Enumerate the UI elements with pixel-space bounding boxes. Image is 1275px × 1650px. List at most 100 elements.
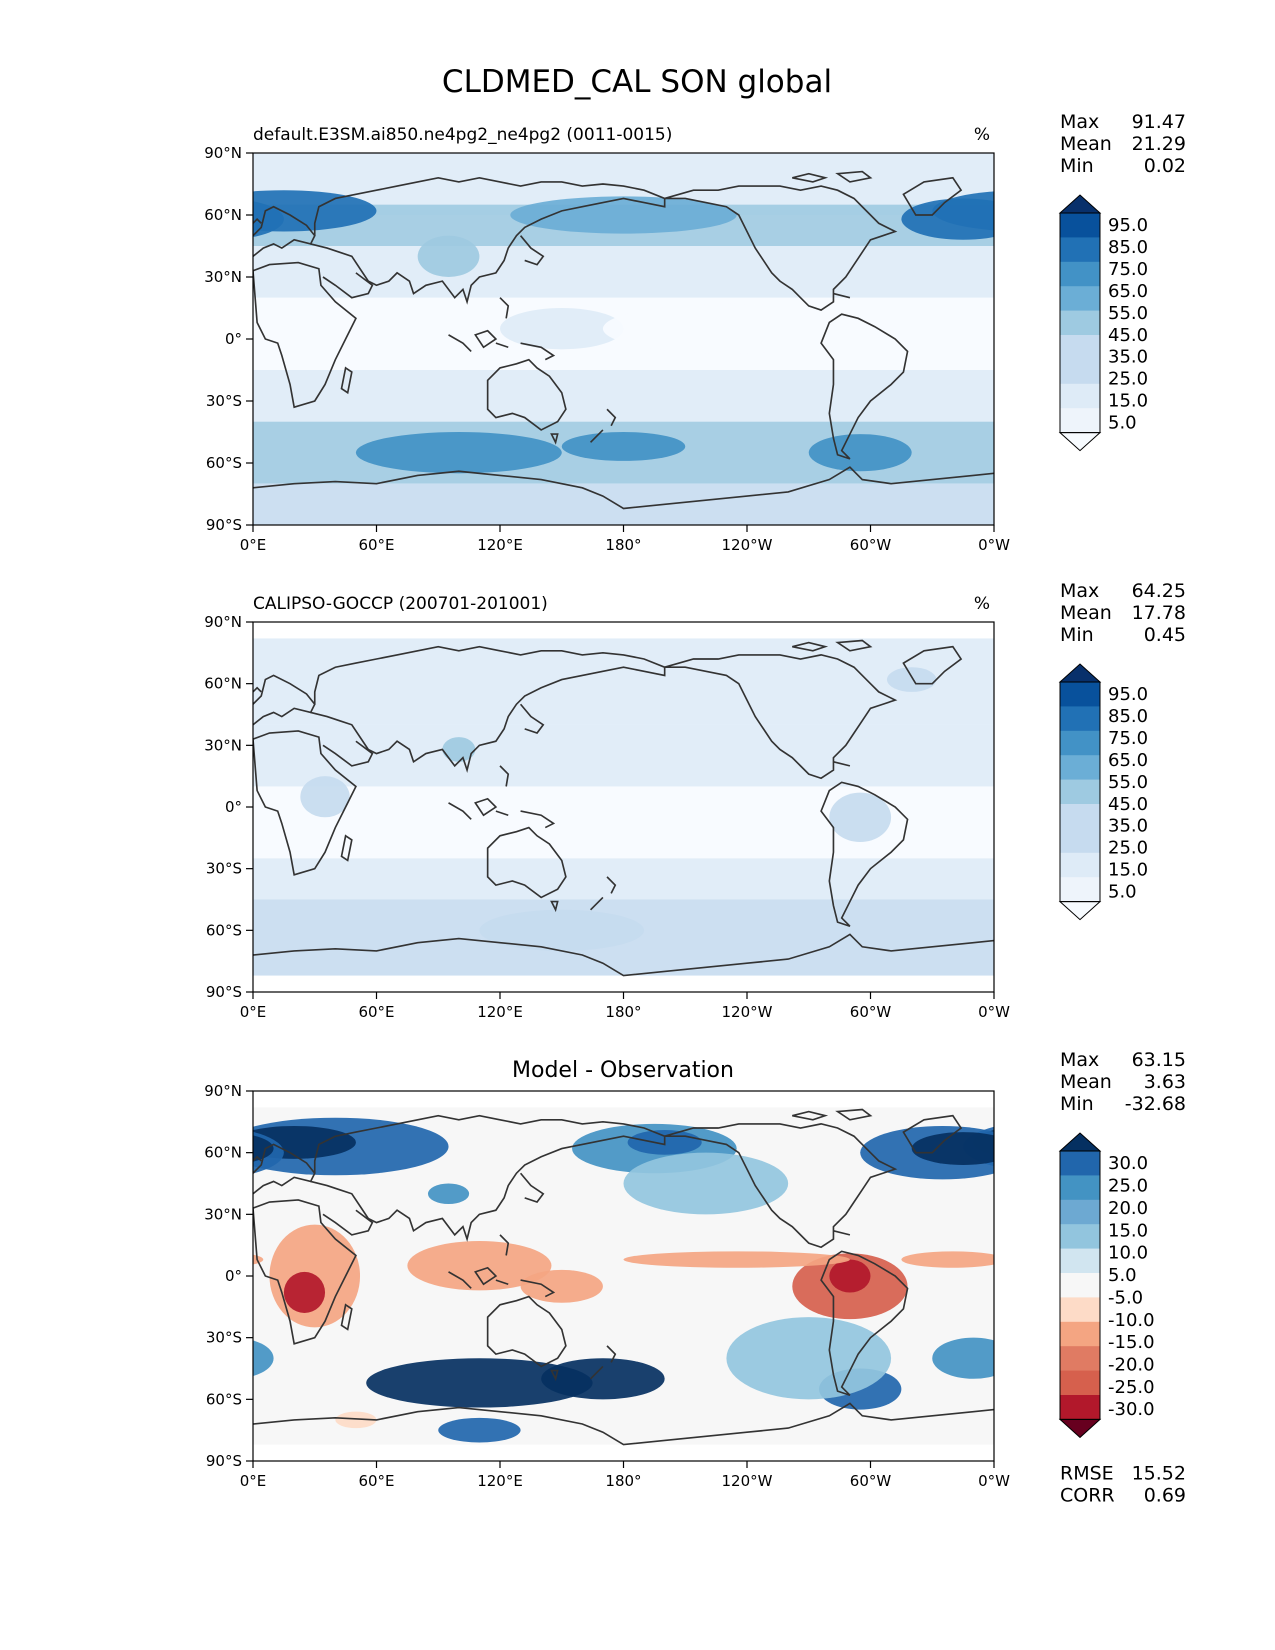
colorbar-tick-label: 5.0 <box>1108 882 1137 903</box>
lat-tick-label: 30°N <box>204 1205 242 1223</box>
metric-value: 0.69 <box>1144 1484 1186 1506</box>
lon-tick-label: 0°W <box>978 1003 1010 1021</box>
colorbar-extend-max <box>1058 194 1102 214</box>
lon-tick-label: 0°E <box>240 536 267 554</box>
colorbar-tick-label: 5.0 <box>1108 1265 1137 1286</box>
stat-value: -32.68 <box>1125 1093 1186 1115</box>
lon-axis: 0°E 60°E 120°E 180° 120°W 60°W 0°W <box>240 1461 1010 1490</box>
lon-tick-label: 120°W <box>722 536 773 554</box>
colorbar-band <box>1060 730 1100 756</box>
colorbar-band <box>1060 213 1100 238</box>
colorbar-band <box>1060 383 1100 409</box>
colorbar-tick-label: 35.0 <box>1108 347 1148 368</box>
colorbar-extend-max <box>1058 663 1102 683</box>
lat-tick-label: 0° <box>225 1267 242 1285</box>
lon-tick-label: 60°W <box>850 1472 892 1490</box>
colorbar-tick-label: -30.0 <box>1108 1399 1155 1420</box>
field-cell <box>510 196 737 234</box>
lat-tick-label: 90°S <box>206 516 242 534</box>
stat-label: Mean <box>1060 1071 1112 1093</box>
lat-band <box>253 246 994 298</box>
field-cell <box>520 1269 603 1303</box>
colorbar-tick-label: 15.0 <box>1108 391 1148 412</box>
colorbar-band <box>1060 1199 1100 1225</box>
panel-title: CALIPSO-GOCCP (200701-201001) <box>253 594 548 614</box>
lon-tick-label: 60°W <box>850 536 892 554</box>
colorbar-extend-min <box>1058 901 1102 921</box>
lat-tick-label: 30°S <box>206 1329 242 1347</box>
field-cell <box>283 1271 326 1313</box>
colorbar: 95.085.075.065.055.045.035.025.015.05.0 <box>1058 194 1148 452</box>
lon-tick-label: 60°E <box>358 1472 394 1490</box>
lat-tick-label: 90°N <box>204 1082 242 1100</box>
lat-tick-label: 30°N <box>204 268 242 286</box>
field-cell <box>438 1417 521 1443</box>
colorbar-band <box>1060 804 1100 829</box>
model-panel: default.E3SM.ai850.ne4pg2_ne4pg2 (0011-0… <box>204 111 1186 554</box>
metric-label: CORR <box>1060 1484 1115 1506</box>
lat-tick-label: 30°S <box>206 392 242 410</box>
colorbar-tick-label: 85.0 <box>1108 706 1148 727</box>
colorbar-band <box>1060 1346 1100 1372</box>
stat-label: Max <box>1060 580 1099 602</box>
units-label: % <box>974 594 990 614</box>
lat-axis: 90°N 60°N 30°N 0° 30°S 60°S 90°S <box>204 613 253 1001</box>
colorbar-band <box>1060 1273 1100 1298</box>
model-field <box>253 153 994 525</box>
lat-tick-label: 0° <box>225 798 242 816</box>
lon-tick-label: 60°W <box>850 1003 892 1021</box>
colorbar-tick-label: 5.0 <box>1108 413 1137 434</box>
lat-band <box>253 638 994 725</box>
colorbar-frame <box>1059 681 1101 903</box>
colorbar-extend-min <box>1058 1418 1102 1439</box>
stats-box: Max 91.47 Mean 21.29 Min 0.02 <box>1060 111 1186 177</box>
colorbar-tick-label: 25.0 <box>1108 369 1148 390</box>
field-cell <box>253 190 377 232</box>
colorbar-tick-label: 15.0 <box>1108 1220 1148 1241</box>
colorbar-tick-label: -15.0 <box>1108 1332 1155 1353</box>
colorbar-band <box>1060 1175 1100 1201</box>
field-cell <box>602 303 850 354</box>
colorbar-tick-label: 15.0 <box>1108 860 1148 881</box>
colorbar-band <box>1060 1248 1100 1274</box>
stat-value: 0.45 <box>1144 624 1186 646</box>
lat-tick-label: 60°N <box>204 206 242 224</box>
stat-label: Min <box>1060 624 1094 646</box>
lat-tick-label: 0° <box>225 330 242 348</box>
field-cell <box>366 1358 593 1408</box>
colorbar-tick-label: 75.0 <box>1108 728 1148 749</box>
field-cell <box>541 1358 665 1400</box>
field-cell <box>253 1254 264 1265</box>
lon-tick-label: 0°W <box>978 536 1010 554</box>
colorbar-tick-label: 35.0 <box>1108 816 1148 837</box>
stat-label: Min <box>1060 155 1094 177</box>
field-cell <box>901 198 994 240</box>
colorbar-tick-label: 25.0 <box>1108 1176 1148 1197</box>
colorbar-extend-min <box>1058 432 1102 452</box>
lat-tick-label: 90°S <box>206 983 242 1001</box>
field-cell <box>442 737 476 762</box>
metric-label: RMSE <box>1060 1462 1114 1484</box>
lon-tick-label: 120°E <box>477 1472 523 1490</box>
field-cell <box>500 308 624 350</box>
stats-box: Max 64.25 Mean 17.78 Min 0.45 <box>1060 580 1186 646</box>
lat-tick-label: 30°S <box>206 860 242 878</box>
stat-value: 64.25 <box>1132 580 1186 602</box>
colorbar-tick-label: 45.0 <box>1108 325 1148 346</box>
colorbar-tick-label: 10.0 <box>1108 1243 1148 1264</box>
colorbar-band <box>1060 828 1100 854</box>
lat-band <box>253 858 994 900</box>
field-cell <box>427 1183 470 1205</box>
lon-tick-label: 180° <box>605 536 641 554</box>
field-cell <box>808 434 912 472</box>
lon-tick-label: 60°E <box>358 1003 394 1021</box>
lat-axis: 90°N 60°N 30°N 0° 30°S 60°S 90°S <box>204 1082 253 1470</box>
lat-tick-label: 60°S <box>206 454 242 472</box>
field-cell <box>829 792 892 842</box>
stat-label: Mean <box>1060 133 1112 155</box>
stat-value: 17.78 <box>1132 602 1186 624</box>
colorbar-tick-label: 65.0 <box>1108 750 1148 771</box>
field-cell <box>623 1152 789 1215</box>
field-cell <box>829 1259 871 1293</box>
